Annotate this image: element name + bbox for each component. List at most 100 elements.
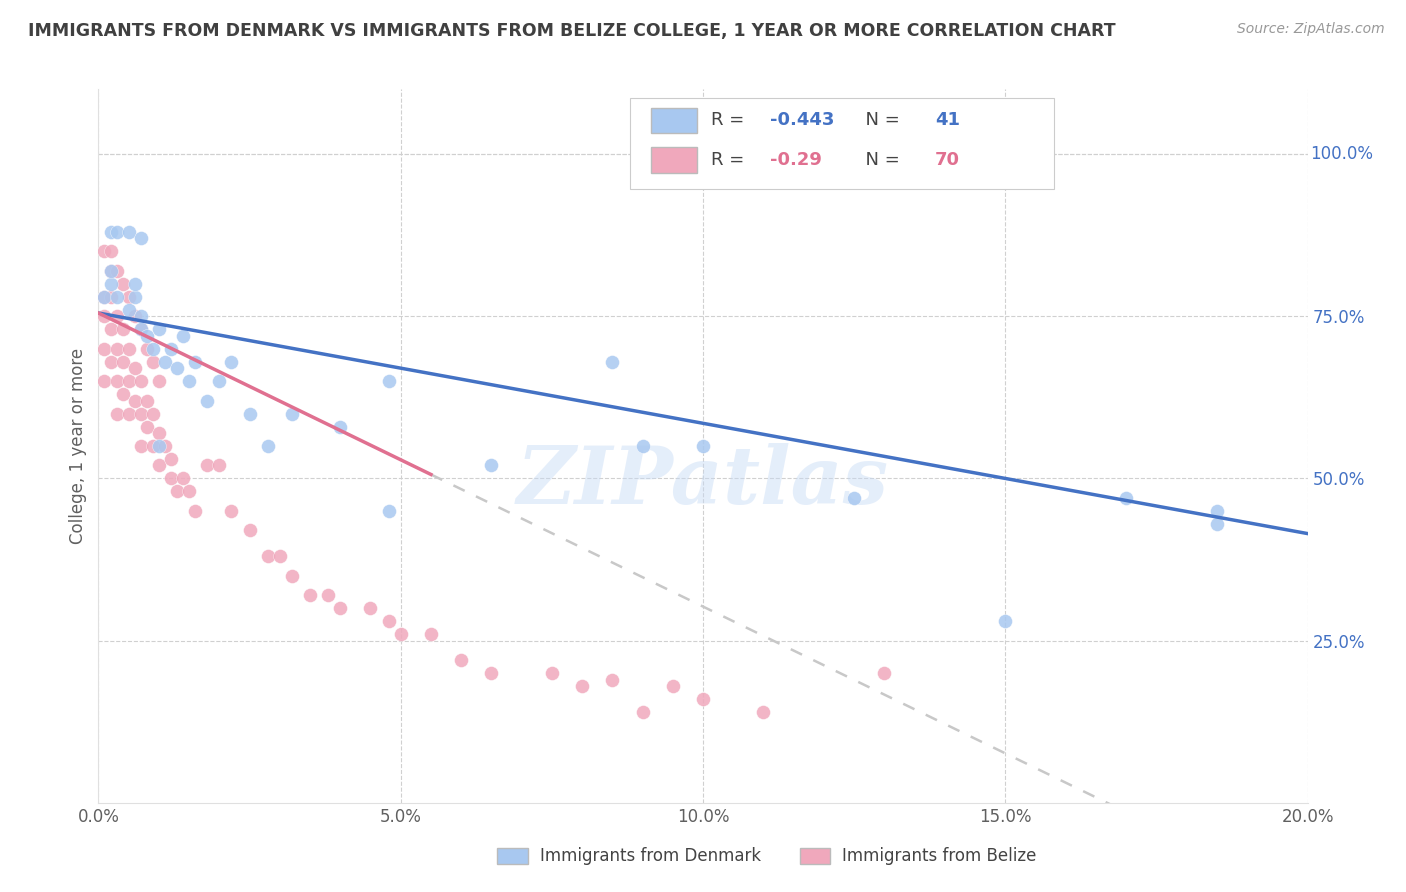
Point xyxy=(100,354,122,368)
Point xyxy=(105,407,128,421)
Point xyxy=(166,484,188,499)
Point xyxy=(124,310,146,324)
Point xyxy=(93,290,115,304)
Point xyxy=(105,342,128,356)
Point xyxy=(329,601,352,615)
Point xyxy=(142,342,165,356)
Point xyxy=(172,471,194,485)
Point xyxy=(316,588,339,602)
Point xyxy=(111,322,134,336)
Point xyxy=(100,225,122,239)
Point xyxy=(160,471,183,485)
Point xyxy=(148,458,170,473)
Point xyxy=(269,549,291,564)
Point xyxy=(148,374,170,388)
Point xyxy=(129,407,152,421)
Point xyxy=(100,264,122,278)
Text: N =: N = xyxy=(855,112,905,129)
Text: ZIPatlas: ZIPatlas xyxy=(517,443,889,520)
Point xyxy=(179,484,201,499)
Point xyxy=(602,673,624,687)
Point xyxy=(135,342,157,356)
Point xyxy=(195,393,218,408)
Point xyxy=(135,419,157,434)
Point xyxy=(93,244,115,259)
FancyBboxPatch shape xyxy=(630,98,1053,189)
Point xyxy=(184,504,207,518)
Text: R =: R = xyxy=(711,112,751,129)
Text: Immigrants from Denmark: Immigrants from Denmark xyxy=(540,847,761,865)
Point xyxy=(111,277,134,291)
Point xyxy=(281,568,304,582)
Point xyxy=(221,504,243,518)
Point xyxy=(142,354,165,368)
Point xyxy=(540,666,562,681)
Point xyxy=(692,439,714,453)
Point xyxy=(118,225,141,239)
Point xyxy=(844,491,866,505)
Point xyxy=(281,407,304,421)
Point xyxy=(299,588,322,602)
Point xyxy=(195,458,218,473)
Point xyxy=(179,374,201,388)
Point xyxy=(661,679,683,693)
Point xyxy=(602,354,624,368)
Text: Immigrants from Belize: Immigrants from Belize xyxy=(842,847,1036,865)
Point xyxy=(105,374,128,388)
Point xyxy=(873,666,896,681)
Point xyxy=(135,328,157,343)
Point xyxy=(1206,504,1229,518)
Point xyxy=(118,302,141,317)
Point xyxy=(118,290,141,304)
Point xyxy=(160,342,183,356)
Point xyxy=(692,692,714,706)
Text: N =: N = xyxy=(855,151,905,169)
Text: 41: 41 xyxy=(935,112,960,129)
Text: 70: 70 xyxy=(935,151,960,169)
Point xyxy=(1115,491,1137,505)
Point xyxy=(129,231,152,245)
Point xyxy=(129,374,152,388)
Point xyxy=(360,601,382,615)
Point xyxy=(1206,516,1229,531)
Bar xyxy=(651,108,697,133)
Y-axis label: College, 1 year or more: College, 1 year or more xyxy=(69,348,87,544)
Point xyxy=(124,361,146,376)
Point xyxy=(153,439,176,453)
Point xyxy=(184,354,207,368)
Point xyxy=(994,614,1017,628)
Text: R =: R = xyxy=(711,151,751,169)
Point xyxy=(256,549,278,564)
Point xyxy=(124,393,146,408)
Point xyxy=(135,393,157,408)
Point xyxy=(239,407,262,421)
Point xyxy=(111,387,134,401)
Point xyxy=(148,439,170,453)
Point xyxy=(118,407,141,421)
Point xyxy=(129,322,152,336)
Point xyxy=(129,322,152,336)
Point xyxy=(631,705,654,719)
Text: Source: ZipAtlas.com: Source: ZipAtlas.com xyxy=(1237,22,1385,37)
Point xyxy=(221,354,243,368)
Point xyxy=(420,627,443,641)
Point xyxy=(208,374,231,388)
Point xyxy=(93,374,115,388)
Point xyxy=(166,361,188,376)
Point xyxy=(752,705,775,719)
Point xyxy=(93,342,115,356)
Point xyxy=(377,504,399,518)
Point xyxy=(148,322,170,336)
Text: -0.29: -0.29 xyxy=(769,151,821,169)
Point xyxy=(105,290,128,304)
Point xyxy=(631,439,654,453)
Point xyxy=(93,290,115,304)
Point xyxy=(124,290,146,304)
Point xyxy=(100,322,122,336)
Point xyxy=(118,342,141,356)
Point xyxy=(129,310,152,324)
Text: -0.443: -0.443 xyxy=(769,112,834,129)
Point xyxy=(105,264,128,278)
Point xyxy=(377,374,399,388)
Point xyxy=(208,458,231,473)
